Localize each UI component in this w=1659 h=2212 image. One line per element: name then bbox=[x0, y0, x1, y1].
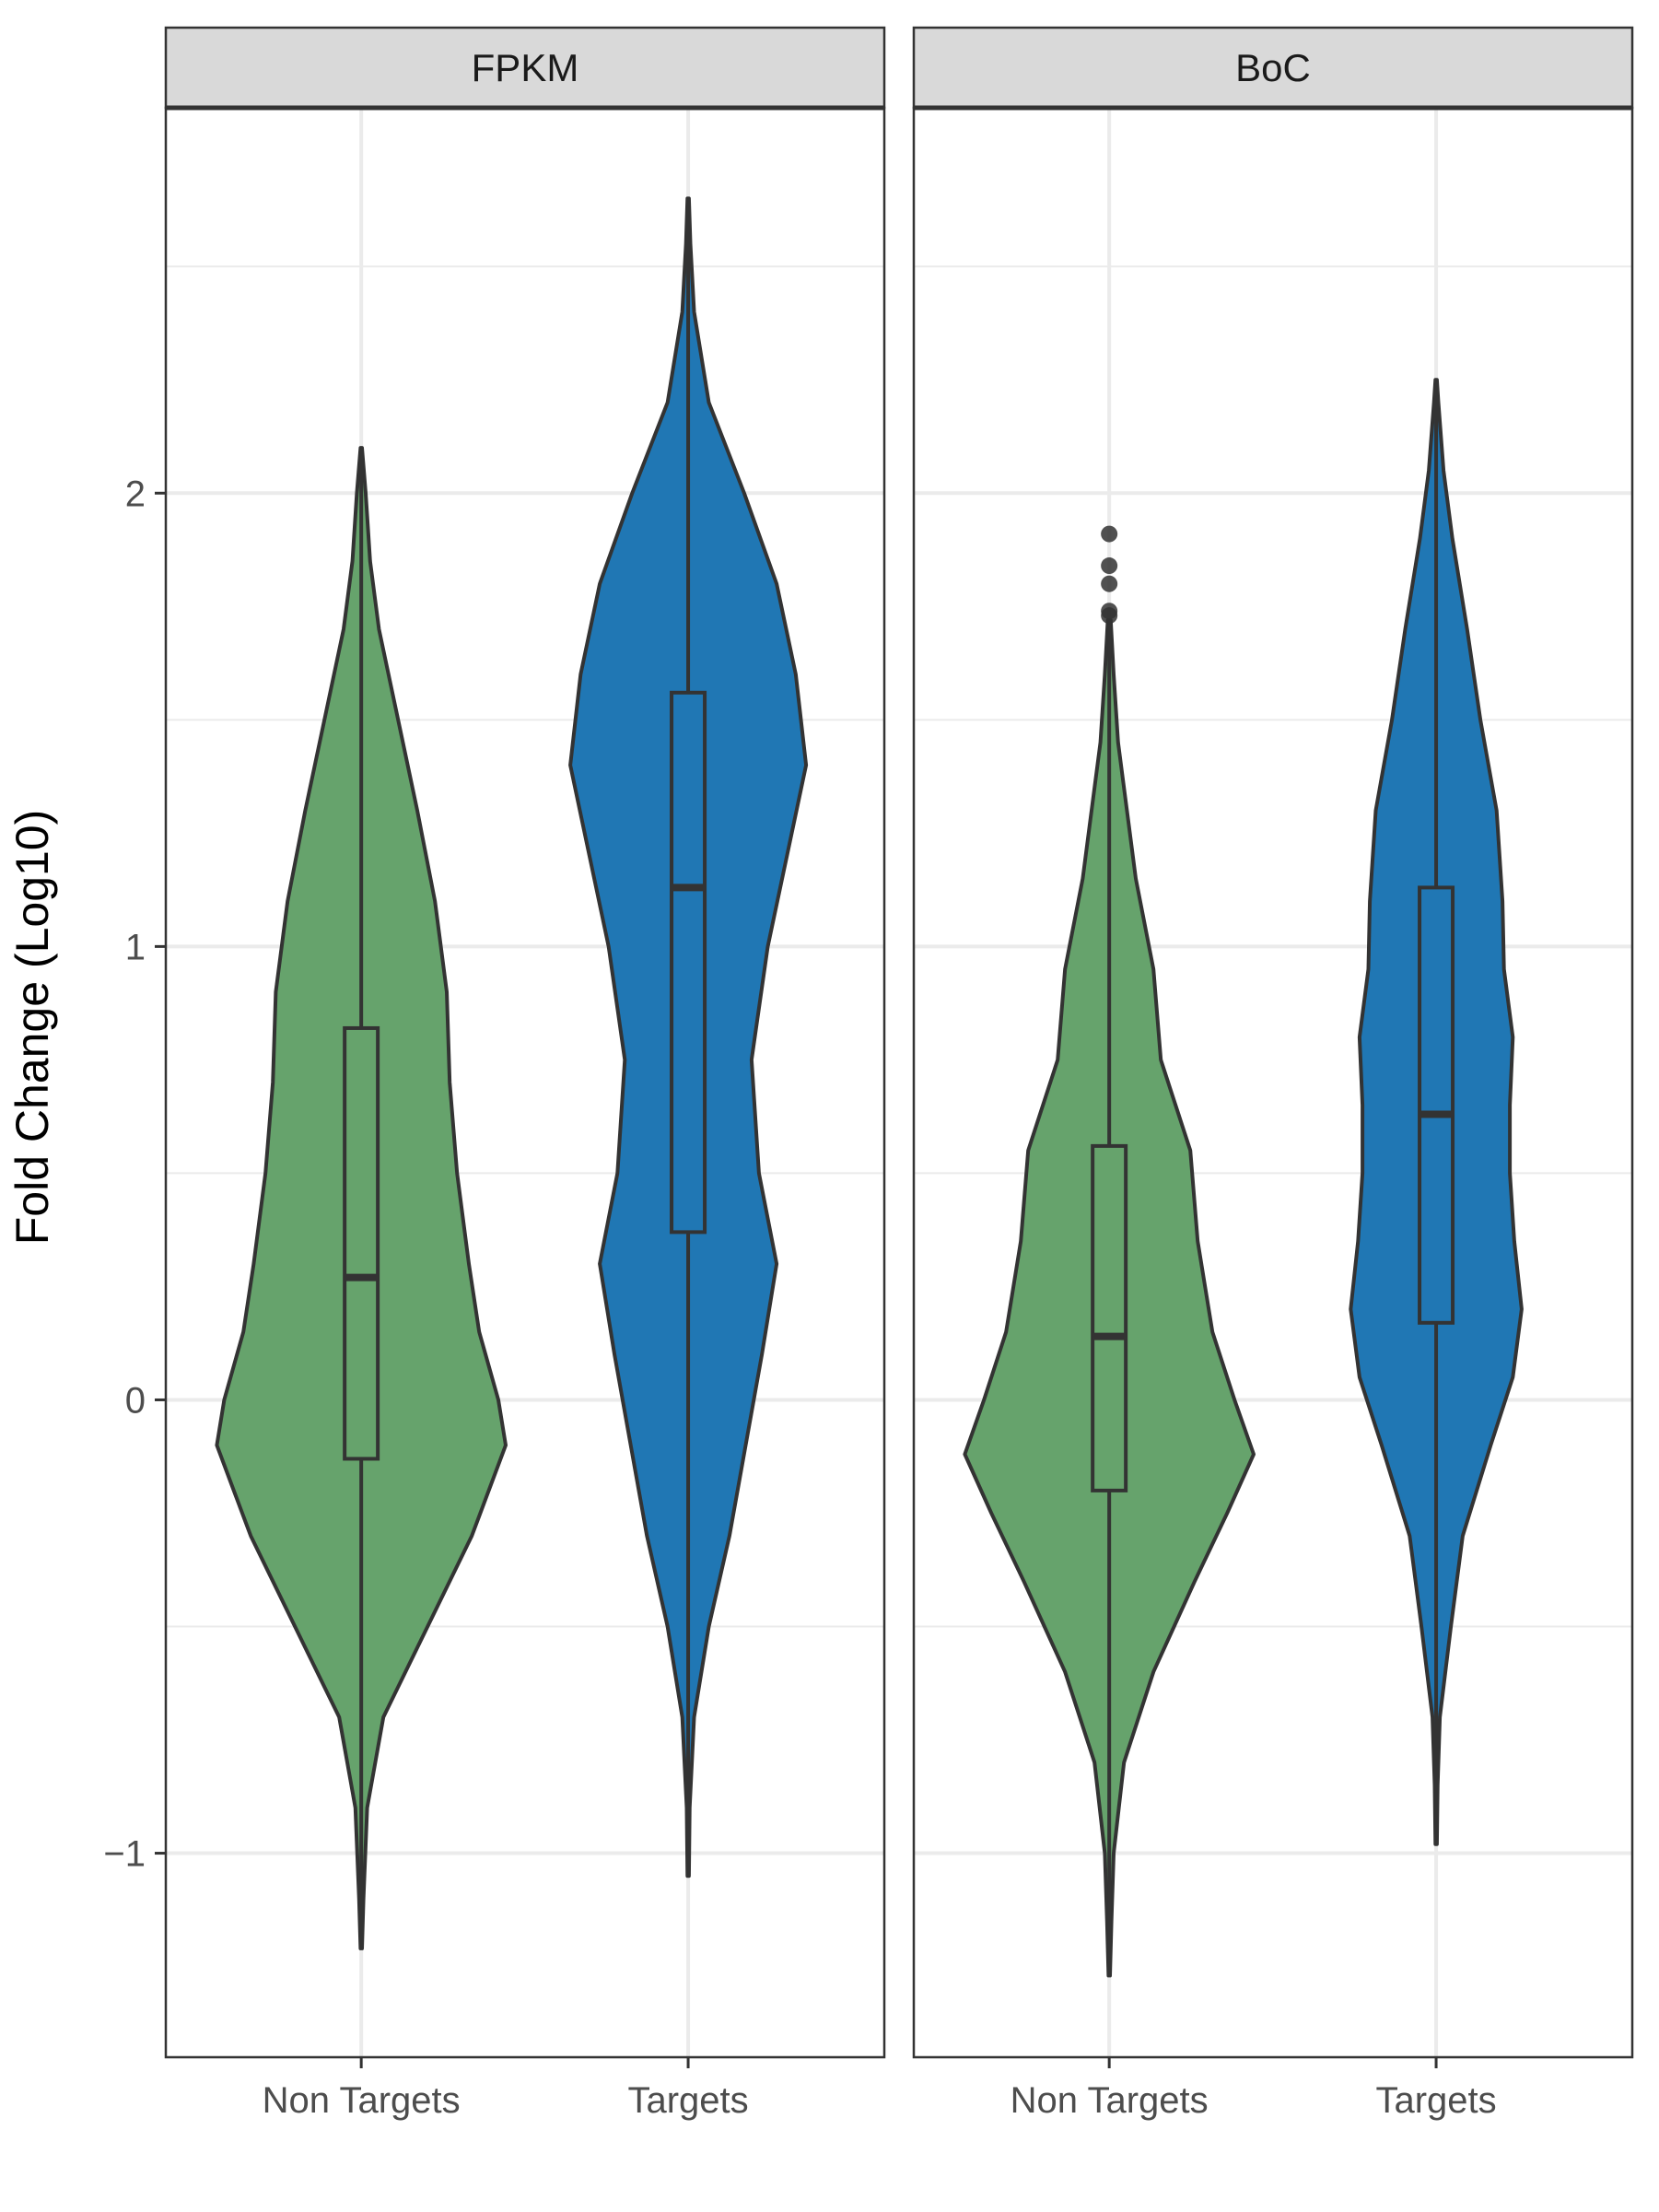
text-layer: FPKM Non Targets Targets BoC Non Targets Targ… bbox=[103, 46, 1496, 2121]
frame-layer bbox=[155, 26, 1634, 2068]
box bbox=[343, 1025, 380, 1461]
x-tick-label: Targets bbox=[1375, 2080, 1496, 2121]
violin-layer bbox=[215, 196, 1524, 1978]
y-tick-label: −1 bbox=[103, 1834, 146, 1875]
outlier-point bbox=[1101, 557, 1118, 575]
box bbox=[1418, 885, 1455, 1325]
y-tick-label: 0 bbox=[125, 1380, 146, 1421]
facet-label: BoC bbox=[1235, 46, 1311, 89]
facet-strip bbox=[912, 26, 1634, 110]
y-tick-label: 1 bbox=[125, 927, 146, 967]
y-axis-title: Fold Change (Log10) bbox=[6, 810, 58, 1246]
outlier-point bbox=[1101, 603, 1118, 620]
x-tick-label: Targets bbox=[627, 2080, 748, 2121]
panel-border bbox=[912, 106, 1634, 2059]
x-tick-label: Non Targets bbox=[1011, 2080, 1209, 2121]
box bbox=[1091, 1143, 1128, 1492]
x-tick-label: Non Targets bbox=[263, 2080, 461, 2121]
facet-label: FPKM bbox=[472, 46, 579, 89]
facet-strip bbox=[164, 26, 886, 110]
outlier-point bbox=[1101, 575, 1118, 592]
y-tick-label: 2 bbox=[125, 474, 146, 514]
outlier-point bbox=[1101, 525, 1118, 543]
box bbox=[670, 690, 707, 1235]
